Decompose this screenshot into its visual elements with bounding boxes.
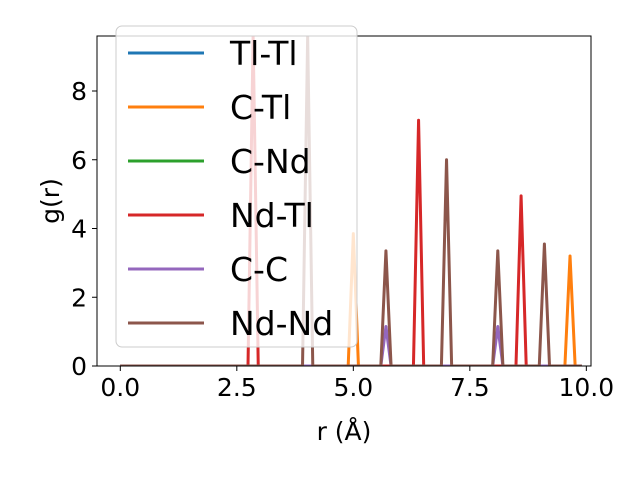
y-tick-label: 8 [71,77,87,106]
x-tick-label: 7.5 [450,373,490,402]
legend-label-tl-tl: Tl-Tl [229,34,298,73]
x-tick-label: 2.5 [217,373,257,402]
legend-label-nd-tl: Nd-Tl [230,196,314,235]
y-tick-label: 4 [71,215,87,244]
ticks-layer: 0.0 2.5 5.0 7.5 10.0 0 2 4 6 8 [71,77,614,402]
y-tick-label: 0 [71,352,87,381]
legend-label-c-c: C-C [230,250,288,289]
legend: Tl-Tl C-Tl C-Nd Nd-Tl C-C Nd-Nd [115,25,358,348]
x-tick-label: 5.0 [333,373,373,402]
y-tick-label: 6 [71,146,87,175]
legend-box [115,25,358,348]
legend-label-c-nd: C-Nd [230,142,311,181]
y-tick-label: 2 [71,283,87,312]
y-axis-label: g(r) [36,178,65,224]
x-tick-label: 0.0 [100,373,140,402]
legend-label-nd-nd: Nd-Nd [230,304,333,343]
x-axis-label: r (Å) [317,417,372,446]
x-tick-label: 10.0 [559,373,615,402]
legend-label-c-tl: C-Tl [230,88,291,127]
